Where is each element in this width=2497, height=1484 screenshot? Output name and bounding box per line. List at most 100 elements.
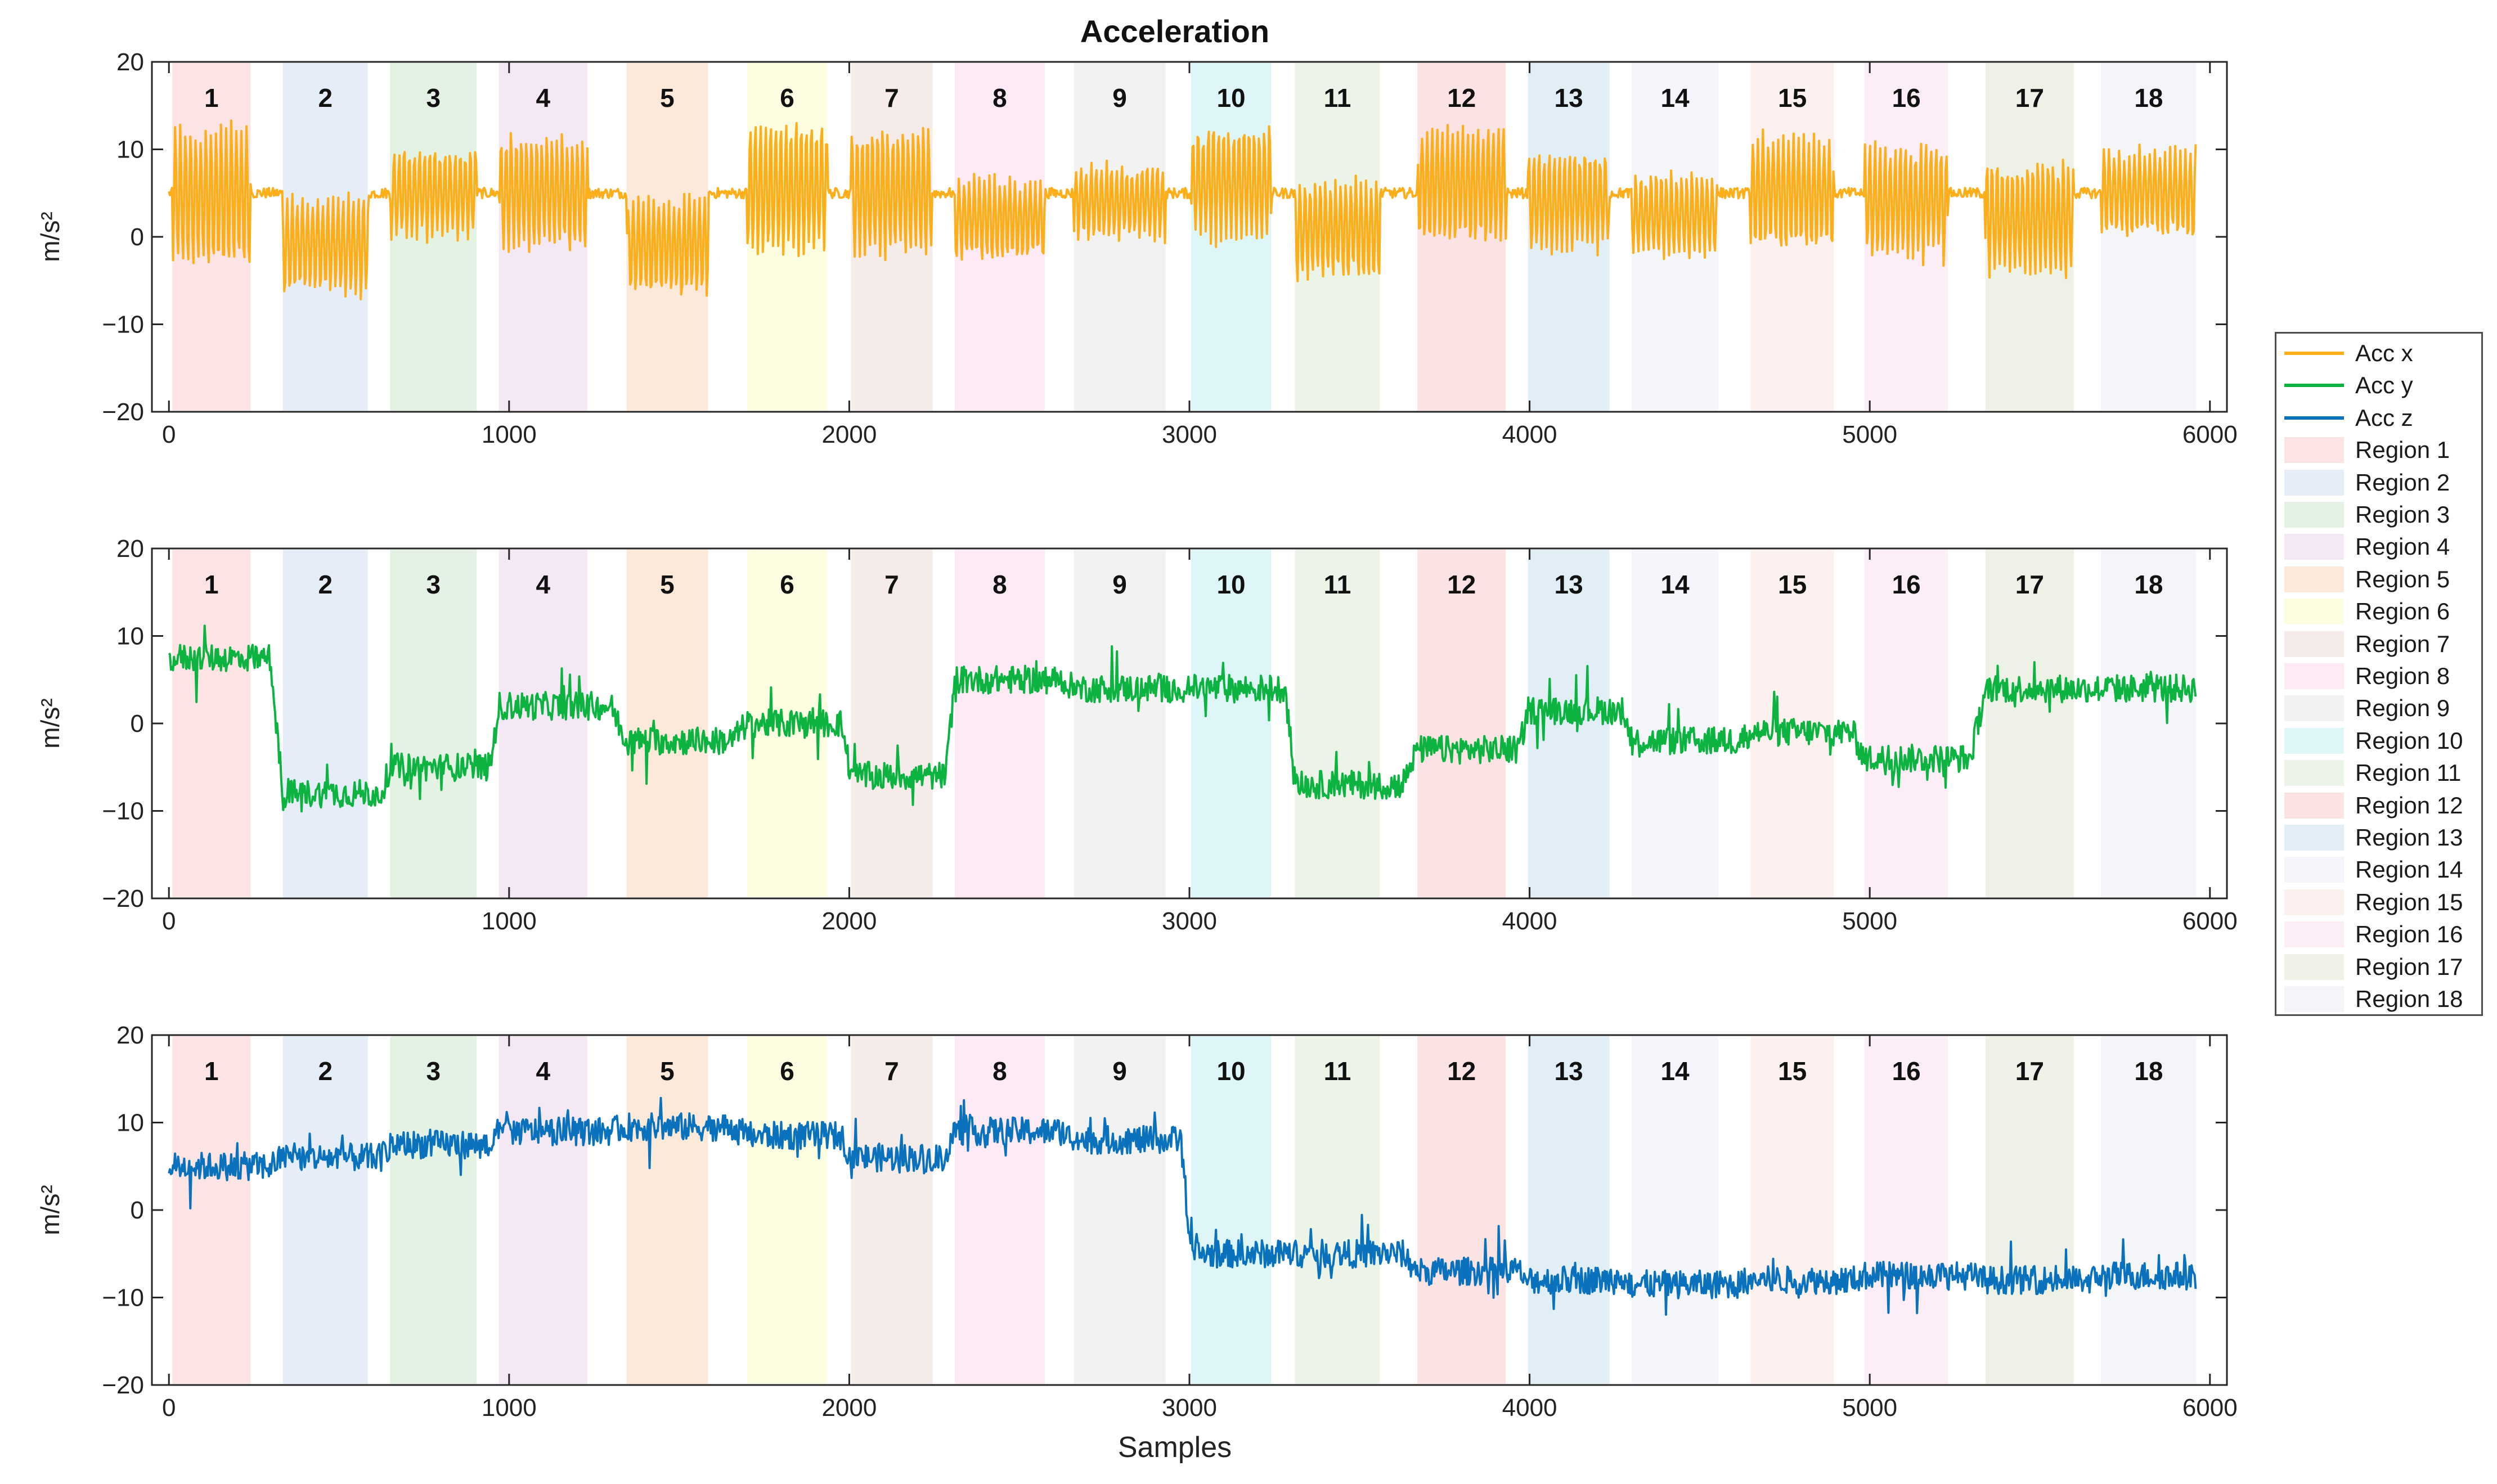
y-axis-label: m/s² <box>35 212 65 262</box>
region-16-patch <box>1865 550 1948 897</box>
legend-item: Region 15 <box>2276 886 2481 918</box>
x-tick-label: 5000 <box>1842 1394 1897 1422</box>
region-10-patch <box>1191 1036 1272 1384</box>
region-4-label: 4 <box>536 1056 550 1086</box>
legend-patch-swatch <box>2284 469 2344 496</box>
x-tick-label: 6000 <box>2182 907 2238 935</box>
x-tick-label: 3000 <box>1162 1394 1217 1422</box>
x-tick-label: 0 <box>162 421 176 448</box>
region-7-patch <box>851 550 933 897</box>
legend-item: Region 18 <box>2276 983 2481 1015</box>
x-tick-label: 6000 <box>2182 421 2238 448</box>
region-8-patch <box>954 550 1045 897</box>
region-12-patch <box>1417 1036 1506 1384</box>
x-tick-label: 3000 <box>1162 421 1217 448</box>
y-tick-label: −10 <box>102 1284 144 1312</box>
y-tick-label: 20 <box>116 1022 144 1049</box>
region-16-label: 16 <box>1892 1056 1921 1086</box>
region-16-label: 16 <box>1892 570 1921 599</box>
region-14-label: 14 <box>1660 570 1690 599</box>
legend-patch-swatch <box>2284 921 2344 948</box>
region-17-label: 17 <box>2015 83 2044 113</box>
legend-item: Region 10 <box>2276 725 2481 757</box>
x-tick-label: 2000 <box>821 421 877 448</box>
region-17-patch <box>1985 1036 2074 1384</box>
legend-item: Region 8 <box>2276 660 2481 692</box>
region-10-label: 10 <box>1216 1056 1245 1086</box>
region-7-patch <box>851 1036 933 1384</box>
region-4-label: 4 <box>536 83 550 113</box>
x-tick-label: 1000 <box>482 421 537 448</box>
region-1-patch <box>172 550 251 897</box>
region-14-label: 14 <box>1660 83 1690 113</box>
x-tick-label: 5000 <box>1842 907 1897 935</box>
region-14-label: 14 <box>1660 1056 1690 1086</box>
region-8-label: 8 <box>992 1056 1007 1086</box>
legend-item-label: Acc z <box>2355 404 2413 431</box>
y-tick-label: 20 <box>116 48 144 76</box>
legend-item-label: Region 18 <box>2355 986 2463 1012</box>
legend-item-label: Region 17 <box>2355 953 2463 980</box>
legend-line-swatch <box>2284 384 2344 388</box>
legend-patch-swatch <box>2284 534 2344 560</box>
legend-patch-swatch <box>2284 599 2344 625</box>
region-8-patch <box>954 63 1045 411</box>
legend-patch-swatch <box>2284 760 2344 786</box>
region-2-label: 2 <box>318 1056 333 1086</box>
region-3-patch <box>390 63 477 411</box>
x-axis-label: Samples <box>1118 1431 1232 1464</box>
series-line-acc-z <box>168 1096 2197 1316</box>
legend-item: Acc y <box>2276 369 2481 401</box>
region-3-label: 3 <box>426 1056 441 1086</box>
region-5-patch <box>626 1036 708 1384</box>
legend-item-label: Region 2 <box>2355 469 2450 496</box>
region-14-patch <box>1631 550 1719 897</box>
region-6-label: 6 <box>780 1056 794 1086</box>
region-2-patch <box>282 550 368 897</box>
region-5-label: 5 <box>660 1056 675 1086</box>
region-4-label: 4 <box>536 570 550 599</box>
region-3-label: 3 <box>426 570 441 599</box>
legend-item-label: Region 16 <box>2355 921 2463 948</box>
y-tick-label: −10 <box>102 798 144 825</box>
x-tick-label: 0 <box>162 907 176 935</box>
y-tick-label: 10 <box>116 136 144 164</box>
region-1-label: 1 <box>204 83 219 113</box>
region-4-patch <box>498 550 587 897</box>
legend-item-label: Region 12 <box>2355 792 2463 819</box>
region-13-patch <box>1528 1036 1610 1384</box>
legend-item-label: Acc x <box>2355 340 2413 366</box>
region-8-label: 8 <box>992 570 1007 599</box>
region-12-patch <box>1417 550 1506 897</box>
legend-patch-swatch <box>2284 631 2344 657</box>
region-11-patch <box>1295 1036 1380 1384</box>
region-3-label: 3 <box>426 83 441 113</box>
legend-item: Region 9 <box>2276 692 2481 724</box>
x-tick-label: 4000 <box>1502 421 1557 448</box>
region-15-patch <box>1750 1036 1834 1384</box>
region-2-label: 2 <box>318 83 333 113</box>
region-7-label: 7 <box>884 570 899 599</box>
legend-patch-swatch <box>2284 825 2344 851</box>
region-12-label: 12 <box>1447 83 1476 113</box>
legend-patch-swatch <box>2284 792 2344 819</box>
region-11-label: 11 <box>1324 1056 1351 1086</box>
legend-item: Region 14 <box>2276 853 2481 885</box>
x-tick-label: 1000 <box>482 1394 537 1422</box>
region-3-patch <box>390 550 477 897</box>
region-16-patch <box>1865 1036 1948 1384</box>
region-2-patch <box>282 1036 368 1384</box>
legend-item-label: Region 6 <box>2355 598 2450 625</box>
legend-item-label: Region 13 <box>2355 824 2463 851</box>
region-6-label: 6 <box>780 570 794 599</box>
legend-item: Region 5 <box>2276 563 2481 595</box>
legend-item: Region 12 <box>2276 789 2481 821</box>
region-10-patch <box>1191 550 1272 897</box>
region-9-label: 9 <box>1112 570 1127 599</box>
x-tick-label: 2000 <box>821 1394 877 1422</box>
y-tick-label: 20 <box>116 535 144 563</box>
region-15-label: 15 <box>1778 570 1807 599</box>
region-9-label: 9 <box>1112 83 1127 113</box>
